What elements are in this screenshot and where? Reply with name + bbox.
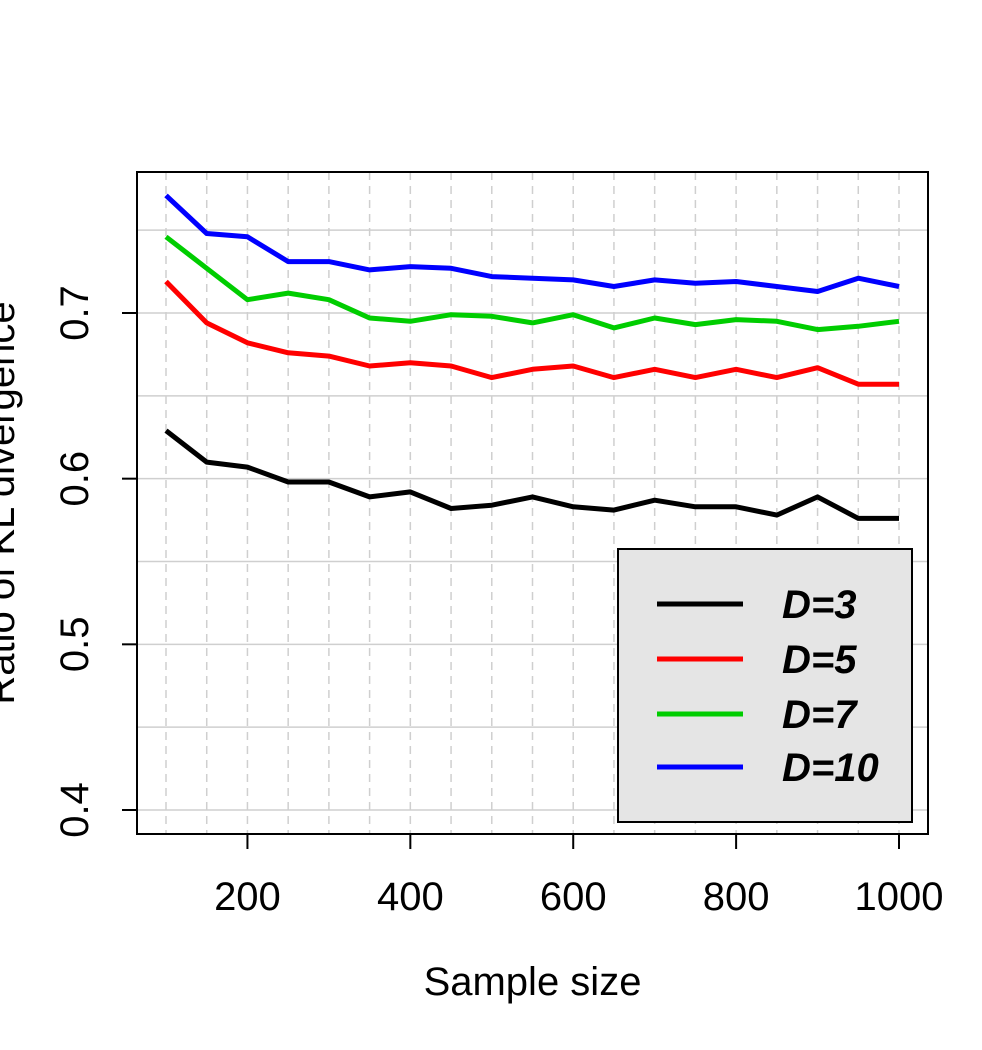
x-tick-label: 600 xyxy=(540,875,607,919)
legend-label: D=5 xyxy=(782,638,857,682)
legend-label: D=10 xyxy=(782,746,879,790)
series-layer xyxy=(164,193,900,521)
y-tick-label: 0.7 xyxy=(53,285,97,341)
legend-label: D=7 xyxy=(782,693,858,737)
axis-layer: 200 400 600 800 1000 0.4 0.5 0.6 0.7 xyxy=(53,285,943,919)
x-tick-label: 1000 xyxy=(855,875,944,919)
y-tick-label: 0.4 xyxy=(53,782,97,838)
legend: D=3 D=5 D=7 D=10 xyxy=(617,548,913,823)
y-tick-label: 0.6 xyxy=(53,451,97,507)
x-axis-title: Sample size xyxy=(424,960,642,1004)
series-line-d5 xyxy=(164,279,899,387)
x-tick-label: 200 xyxy=(214,875,281,919)
series-line-d3 xyxy=(164,428,899,521)
y-tick-label: 0.5 xyxy=(53,617,97,673)
series-line-d7 xyxy=(164,234,900,333)
plot-frame xyxy=(136,171,929,835)
legend-label: D=3 xyxy=(782,583,857,627)
y-axis-title: Ratio of KL divergence xyxy=(0,301,23,704)
x-tick-label: 400 xyxy=(377,875,444,919)
x-tick-label: 800 xyxy=(703,875,770,919)
legend-box xyxy=(617,548,913,823)
series-line-d10 xyxy=(164,193,900,294)
